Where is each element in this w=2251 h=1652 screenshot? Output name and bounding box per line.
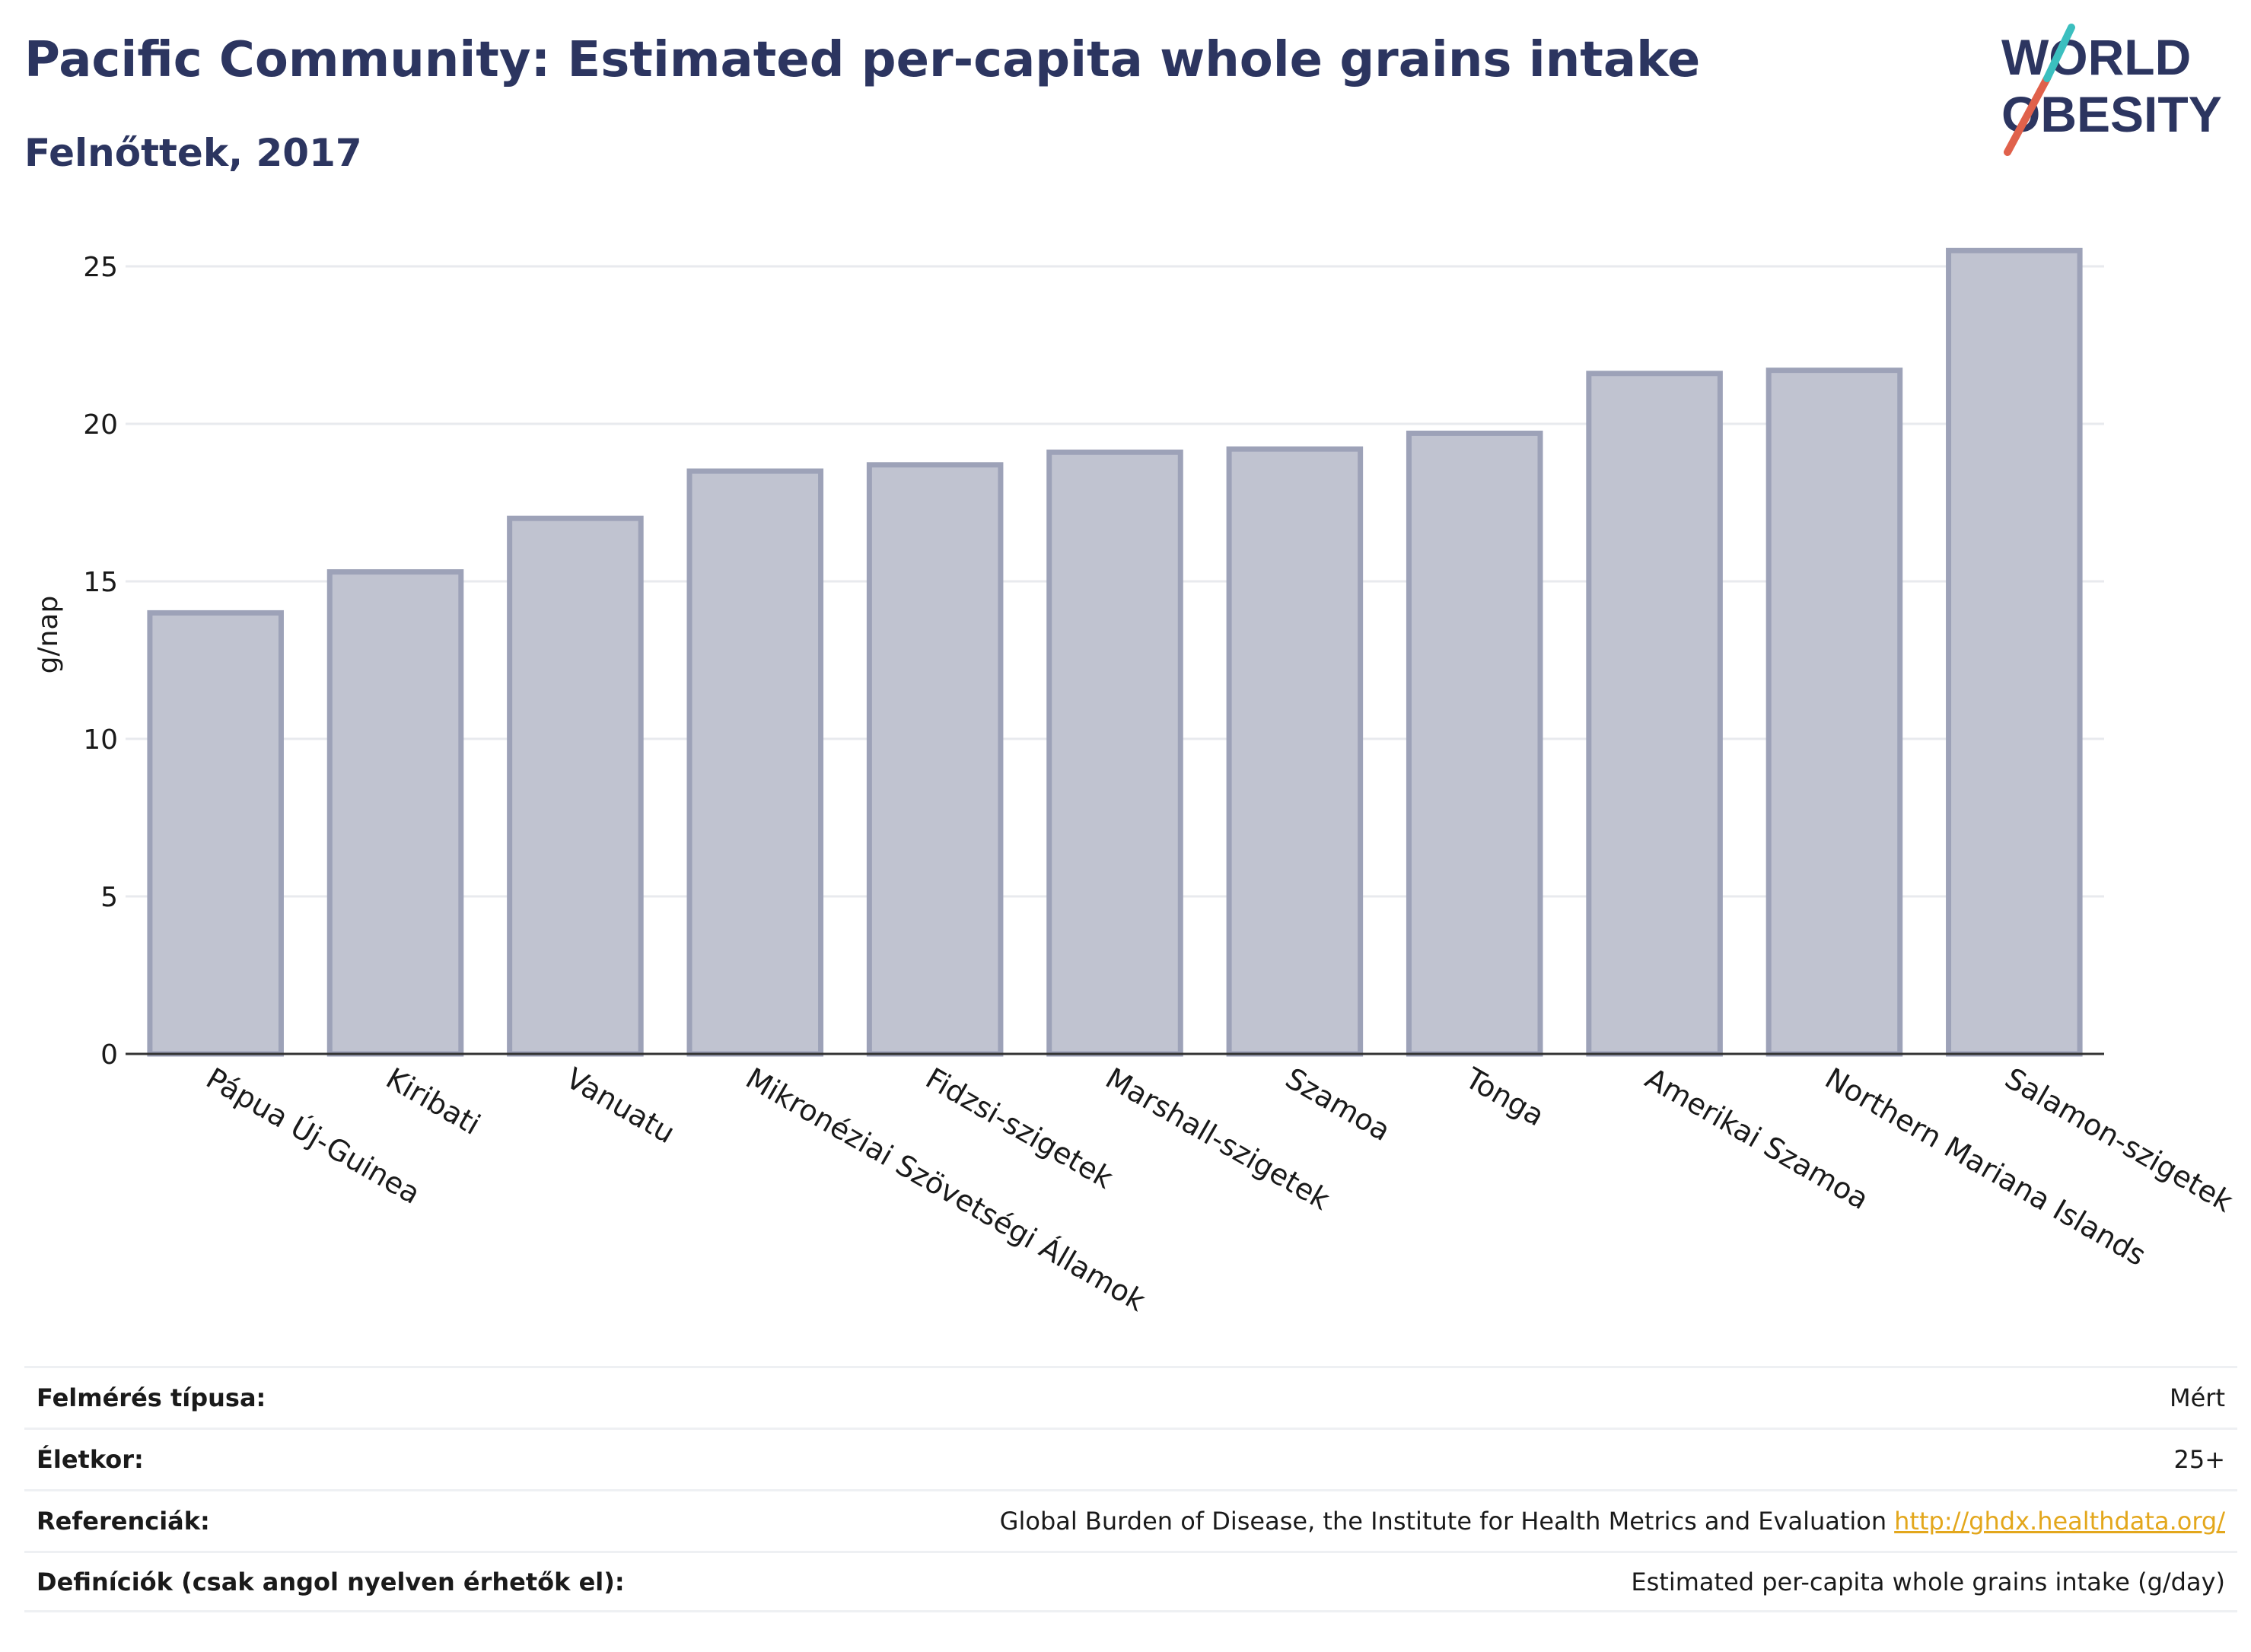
- bar: [507, 515, 644, 1057]
- bar: [1765, 368, 1903, 1057]
- x-tick-label: Northern Mariana Islands: [1820, 1062, 2152, 1272]
- footer-row-references: Referenciák: Global Burden of Disease, t…: [24, 1489, 2237, 1551]
- age-value: 25+: [2173, 1445, 2225, 1474]
- metadata-table: Felmérés típusa: Mért Életkor: 25+ Refer…: [24, 1366, 2237, 1612]
- y-tick-label: 0: [100, 1039, 118, 1071]
- footer-row-definitions: Definíciók (csak angol nyelven érhetők e…: [24, 1551, 2237, 1612]
- references-value: Global Burden of Disease, the Institute …: [999, 1507, 1887, 1536]
- y-tick-label: 25: [83, 252, 118, 283]
- bar: [1406, 430, 1543, 1057]
- footer-row-age: Életkor: 25+: [24, 1428, 2237, 1489]
- y-tick-label: 5: [100, 882, 118, 913]
- world-obesity-logo: WORLD OBESITY: [2001, 24, 2222, 156]
- age-label: Életkor:: [37, 1445, 144, 1474]
- survey-type-label: Felmérés típusa:: [37, 1383, 266, 1412]
- bar: [1586, 371, 1723, 1057]
- logo-text-world: WORLD: [2001, 29, 2191, 85]
- bar: [1946, 247, 2083, 1057]
- y-axis-label: g/nap: [33, 596, 64, 674]
- bar: [1226, 446, 1364, 1057]
- bars: [147, 247, 2083, 1057]
- references-link[interactable]: http://ghdx.healthdata.org/: [1894, 1507, 2225, 1536]
- survey-type-value: Mért: [2170, 1383, 2225, 1412]
- bar: [1046, 449, 1183, 1057]
- x-tick-label: Tonga: [1459, 1061, 1549, 1132]
- bar: [866, 462, 1004, 1057]
- logo-slash-teal: [2043, 24, 2075, 82]
- logo-slash-red: [2004, 75, 2051, 156]
- definitions-label: Definíciók (csak angol nyelven érhetők e…: [37, 1567, 625, 1596]
- y-tick-label: 10: [83, 724, 118, 756]
- x-tick-label: Szamoa: [1280, 1062, 1396, 1148]
- references-label: Referenciák:: [37, 1507, 210, 1536]
- footer-row-survey-type: Felmérés típusa: Mért: [24, 1366, 2237, 1428]
- bar: [326, 569, 464, 1057]
- chart-title: Pacific Community: Estimated per-capita …: [24, 32, 1701, 88]
- y-tick-label: 20: [83, 409, 118, 441]
- y-tick-label: 15: [83, 567, 118, 598]
- definitions-value: Estimated per-capita whole grains intake…: [1631, 1567, 2225, 1596]
- x-tick-label: Kiribati: [380, 1062, 486, 1141]
- references-value-wrap: Global Burden of Disease, the Institute …: [1000, 1507, 2225, 1536]
- bar: [686, 468, 824, 1057]
- bar: [147, 610, 284, 1057]
- chart-subtitle: Felnőttek, 2017: [24, 131, 362, 175]
- x-tick-label: Vanuatu: [560, 1062, 680, 1150]
